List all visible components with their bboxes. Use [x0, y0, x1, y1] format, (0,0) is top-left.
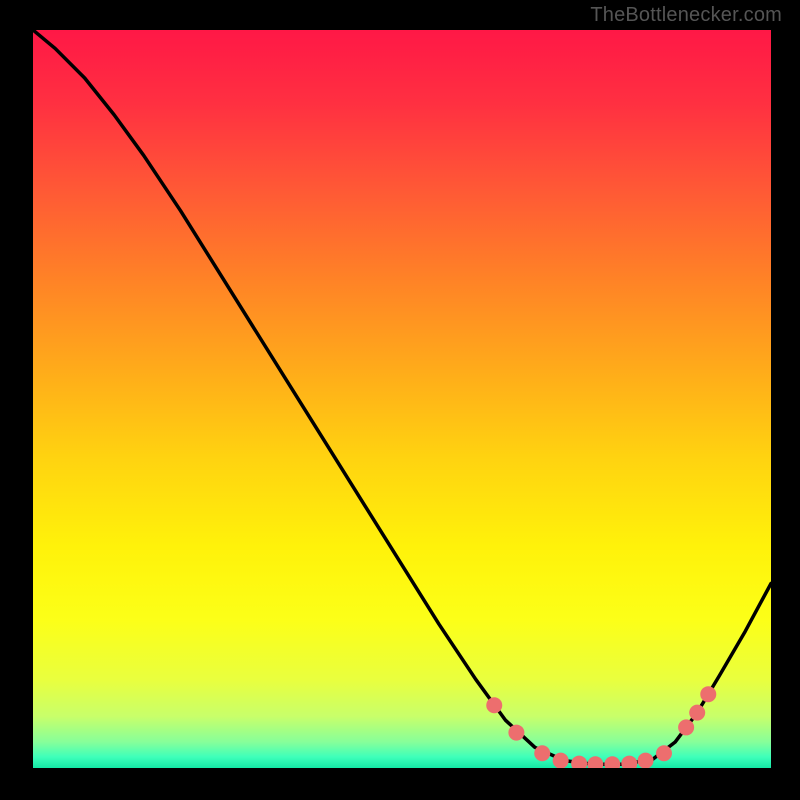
plot-area [33, 30, 771, 768]
marker-point [604, 756, 620, 768]
marker-point [587, 756, 603, 768]
marker-point [553, 753, 569, 768]
curve-line [33, 30, 771, 764]
marker-point [656, 745, 672, 761]
markers-group [486, 686, 716, 768]
watermark-text: TheBottlenecker.com [590, 4, 782, 27]
marker-point [621, 756, 637, 768]
marker-point [700, 686, 716, 702]
marker-point [571, 756, 587, 768]
marker-point [638, 753, 654, 768]
marker-point [534, 745, 550, 761]
marker-point [486, 697, 502, 713]
chart-svg [33, 30, 771, 768]
marker-point [689, 705, 705, 721]
marker-point [678, 719, 694, 735]
marker-point [508, 725, 524, 741]
